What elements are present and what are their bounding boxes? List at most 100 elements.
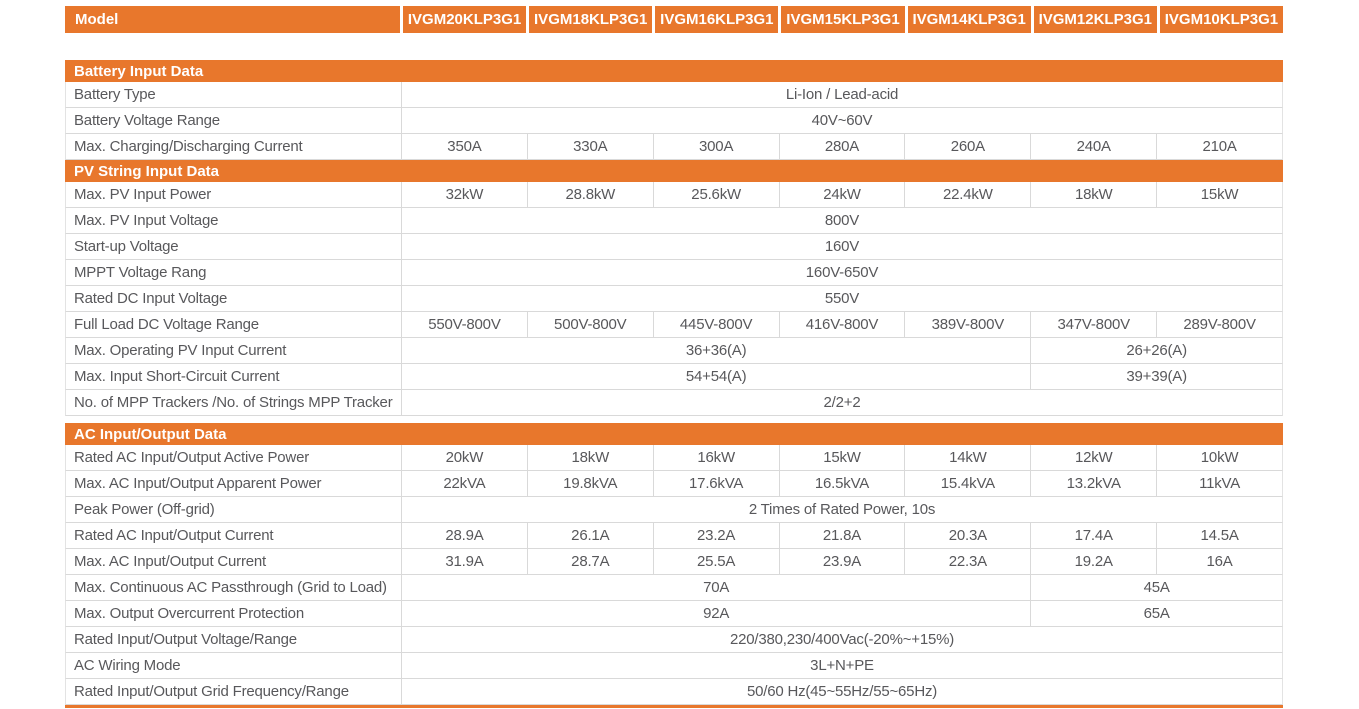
row-label: Max. Output Overcurrent Protection [74,605,304,622]
spec-value-cell: 92A [401,601,1030,626]
spec-row: No. of MPP Trackers /No. of Strings MPP … [65,390,1283,416]
spec-value-cell: 15kW [1156,182,1282,207]
spec-value-cell: 16A [1156,549,1282,574]
spec-row: Max. Charging/Discharging Current 350A 330… [65,134,1283,160]
spec-value-cell: 26+26(A) [1030,338,1282,363]
spec-value-cell: Li-Ion / Lead-acid [401,82,1282,107]
row-label: Rated Input/Output Voltage/Range [74,631,297,648]
row-label: Rated DC Input Voltage [74,290,228,307]
section-header: PV String Input Data [65,160,1283,182]
spec-value-cell: 240A [1030,134,1156,159]
spec-row: Max. AC Input/Output Current 31.9A 28.7A 25… [65,549,1283,575]
spec-value-cell: 389V-800V [904,312,1030,337]
bottom-accent-strip [65,705,1283,708]
model-header-row: Model IVGM20KLP3G1 IVGM18KLP3G1 IVGM16KLP3G… [65,6,1283,33]
row-label: AC Wiring Mode [74,657,181,674]
model-header-cell: IVGM10KLP3G1 [1156,6,1283,33]
spec-value-cell: 32kW [401,182,527,207]
spec-row: Start-up Voltage 160V [65,234,1283,260]
spec-value-cell: 800V [401,208,1282,233]
spec-value-cell: 20kW [401,445,527,470]
spec-row: Full Load DC Voltage Range 550V-800V 500V-… [65,312,1283,338]
spec-value-cell: 28.9A [401,523,527,548]
spec-value-cell: 14kW [904,445,1030,470]
row-label: Battery Voltage Range [74,112,220,129]
spec-value-cell: 39+39(A) [1030,364,1282,389]
spec-value-cell: 18kW [526,445,653,470]
spec-value-cell: 350A [401,134,527,159]
spec-value-cell: 16.5kVA [778,471,905,496]
spec-row: Max. Output Overcurrent Protection 92A 65A [65,601,1283,627]
spec-value-cell: 23.2A [652,523,779,548]
spec-row: Max. Continuous AC Passthrough (Grid to … [65,575,1283,601]
spec-value-cell: 21.8A [778,523,905,548]
spec-value-cell: 416V-800V [778,312,905,337]
spec-value-cell: 347V-800V [1030,312,1156,337]
spec-value-cell: 330A [526,134,653,159]
spec-row: Rated AC Input/Output Current 28.9A 26.1A 2… [65,523,1283,549]
spec-row: Max. Operating PV Input Current 36+36(A) 2… [65,338,1283,364]
spec-value-cell: 11kVA [1156,471,1282,496]
spec-value-cell: 28.8kW [526,182,653,207]
spec-value-cell: 17.4A [1030,523,1156,548]
spec-row: Max. PV Input Voltage 800V [65,208,1283,234]
spec-value-cell: 15kW [778,445,905,470]
row-label: MPPT Voltage Rang [74,264,207,281]
spec-value-cell: 31.9A [401,549,527,574]
spec-value-cell: 160V-650V [401,260,1282,285]
spec-row: Max. AC Input/Output Apparent Power 22kVA… [65,471,1283,497]
model-header-cell: IVGM16KLP3G1 [652,6,779,33]
row-label: Max. AC Input/Output Current [74,553,266,570]
spec-value-cell: 65A [1030,601,1282,626]
spec-value-cell: 25.6kW [652,182,779,207]
row-label: Start-up Voltage [74,238,179,255]
spec-value-cell: 2 Times of Rated Power, 10s [401,497,1282,522]
row-label: Max. Input Short-Circuit Current [74,368,280,385]
spec-value-cell: 19.2A [1030,549,1156,574]
row-label: Full Load DC Voltage Range [74,316,259,333]
spec-value-cell: 220/380,230/400Vac(-20%~+15%) [401,627,1282,652]
row-label: Rated AC Input/Output Active Power [74,449,310,466]
model-header-cell: IVGM18KLP3G1 [526,6,653,33]
spec-value-cell: 550V [401,286,1282,311]
model-header-cell: IVGM15KLP3G1 [778,6,905,33]
spec-value-cell: 10kW [1156,445,1282,470]
spec-row: Rated Input/Output Grid Frequency/Range 5… [65,679,1283,705]
row-label: Max. Continuous AC Passthrough (Grid to … [74,579,387,596]
spec-value-cell: 24kW [778,182,905,207]
spec-value-cell: 2/2+2 [401,390,1282,415]
spec-value-cell: 50/60 Hz(45~55Hz/55~65Hz) [401,679,1282,704]
spec-value-cell: 26.1A [526,523,653,548]
spec-row: Max. Input Short-Circuit Current 54+54(A)… [65,364,1283,390]
model-header-cell: IVGM14KLP3G1 [904,6,1031,33]
spec-row: Rated AC Input/Output Active Power 20kW 18… [65,445,1283,471]
row-label: Rated Input/Output Grid Frequency/Range [74,683,349,700]
row-label: Max. Operating PV Input Current [74,342,287,359]
spec-value-cell: 15.4kVA [904,471,1030,496]
spec-row: Battery Voltage Range 40V~60V [65,108,1283,134]
spec-value-cell: 445V-800V [652,312,779,337]
spec-value-cell: 17.6kVA [652,471,779,496]
model-header-cell: IVGM20KLP3G1 [400,6,527,33]
spec-value-cell: 22.4kW [904,182,1030,207]
spec-value-cell: 36+36(A) [401,338,1030,363]
spec-value-cell: 22.3A [904,549,1030,574]
row-label: Max. PV Input Voltage [74,212,219,229]
spec-value-cell: 25.5A [652,549,779,574]
spec-value-cell: 160V [401,234,1282,259]
spec-value-cell: 16kW [652,445,779,470]
spec-row: Rated DC Input Voltage 550V [65,286,1283,312]
spec-row: Max. PV Input Power 32kW 28.8kW 25.6kW 24kW 2… [65,182,1283,208]
spec-sheet: Model IVGM20KLP3G1 IVGM18KLP3G1 IVGM16KLP3G… [65,6,1283,708]
spec-value-cell: 23.9A [778,549,905,574]
spec-value-cell: 3L+N+PE [401,653,1282,678]
spec-value-cell: 500V-800V [526,312,653,337]
row-label: Max. PV Input Power [74,186,212,203]
row-label: Max. Charging/Discharging Current [74,138,303,155]
model-header-cell: IVGM12KLP3G1 [1030,6,1157,33]
spec-value-cell: 18kW [1030,182,1156,207]
spec-row: MPPT Voltage Rang 160V-650V [65,260,1283,286]
section-header: Battery Input Data [65,60,1283,82]
spec-value-cell: 550V-800V [401,312,527,337]
spec-value-cell: 13.2kVA [1030,471,1156,496]
